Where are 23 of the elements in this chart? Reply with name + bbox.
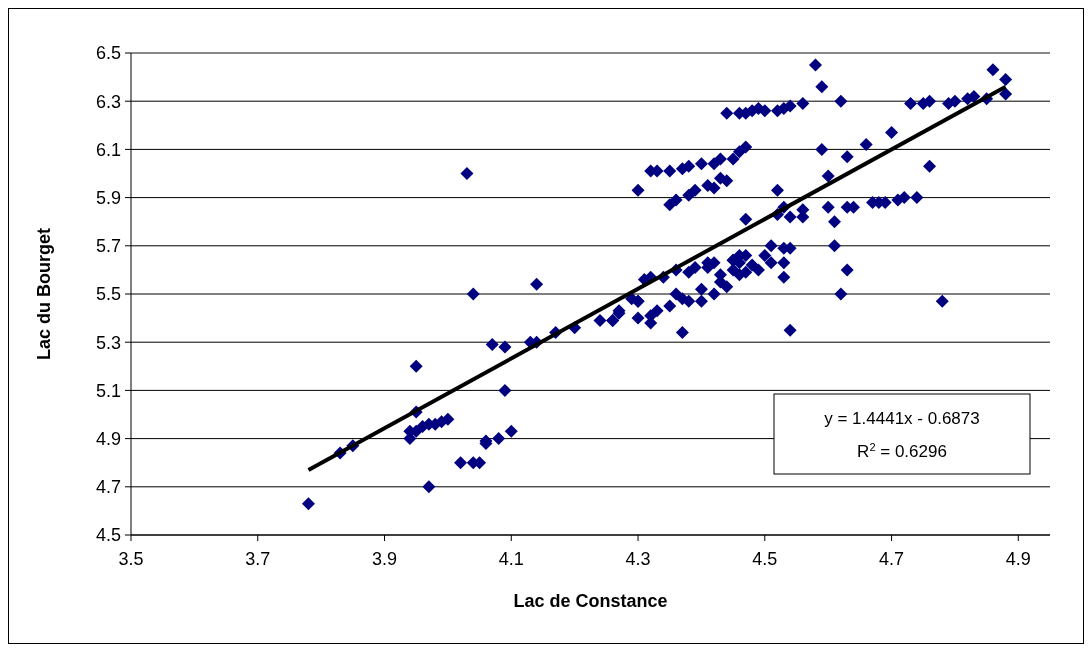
y-tick-label: 4.9 bbox=[95, 428, 121, 449]
x-tick-label: 4.7 bbox=[879, 549, 905, 569]
x-tick-label: 3.5 bbox=[118, 549, 144, 569]
y-tick-label: 6.3 bbox=[95, 91, 121, 112]
y-tick-label: 4.7 bbox=[95, 477, 121, 498]
annotation: R$^{2}$ = 0.6296 bbox=[857, 441, 947, 461]
y-axis-title: Lac du Bourget bbox=[34, 227, 54, 361]
y-tick-label: 6.5 bbox=[95, 43, 121, 64]
x-axis-title: Lac de Constance bbox=[513, 591, 668, 611]
x-tick-label: 3.9 bbox=[372, 549, 398, 569]
y-tick-label: 5.7 bbox=[95, 236, 121, 257]
x-tick-label: 3.7 bbox=[245, 549, 271, 569]
y-tick-label: 5.5 bbox=[95, 284, 121, 305]
y-tick-label: 5.9 bbox=[95, 187, 121, 208]
y-tick-label: 5.1 bbox=[95, 380, 121, 401]
x-tick-label: 4.1 bbox=[498, 549, 524, 569]
y-tick-label: 5.3 bbox=[95, 332, 121, 353]
x-tick-label: 4.3 bbox=[625, 549, 651, 569]
annotation: y = 1.4441x - 0.6873 bbox=[824, 409, 980, 428]
y-tick-label: 6.1 bbox=[95, 139, 121, 160]
x-tick-label: 4.5 bbox=[752, 549, 778, 569]
x-tick-label: 4.9 bbox=[1005, 549, 1031, 569]
y-tick-label: 4.5 bbox=[95, 525, 121, 546]
